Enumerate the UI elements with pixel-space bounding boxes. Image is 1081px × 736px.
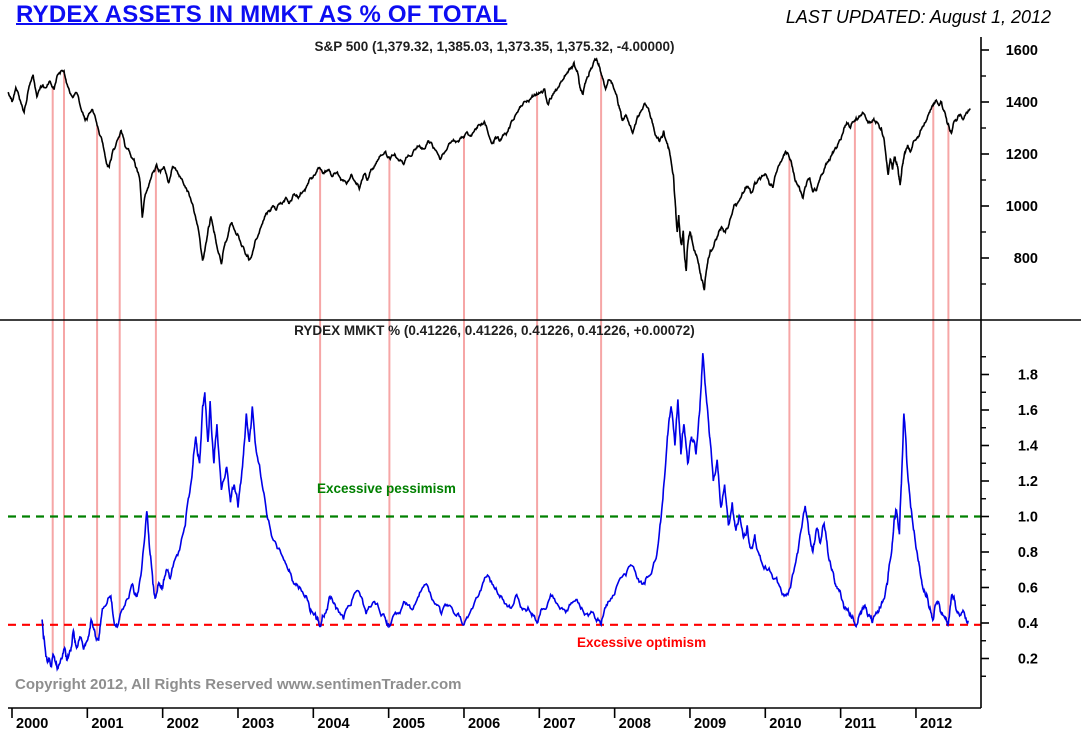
- y-tick-label: 1600: [1006, 43, 1038, 59]
- y-tick-label: 1.8: [1018, 368, 1038, 384]
- x-tick-label: 2001: [91, 716, 123, 732]
- copyright-notice: Copyright 2012, All Rights Reserved www.…: [15, 676, 462, 693]
- x-tick-label: 2005: [393, 716, 425, 732]
- x-tick-label: 2007: [543, 716, 575, 732]
- x-tick-label: 2002: [167, 716, 199, 732]
- y-tick-label: 0.6: [1018, 581, 1038, 597]
- y-tick-label: 1000: [1006, 199, 1038, 215]
- x-tick-label: 2000: [16, 716, 48, 732]
- x-tick-label: 2006: [468, 716, 500, 732]
- x-tick-label: 2010: [769, 716, 801, 732]
- y-tick-label: 1.6: [1018, 403, 1038, 419]
- y-tick-label: 1200: [1006, 147, 1038, 163]
- y-tick-label: 1.2: [1018, 474, 1038, 490]
- page-title[interactable]: RYDEX ASSETS IN MMKT AS % OF TOTAL: [16, 1, 508, 28]
- sp500-ohlc-label: S&P 500 (1,379.32, 1,385.03, 1,373.35, 1…: [314, 39, 675, 54]
- last-updated-label: LAST UPDATED: August 1, 2012: [785, 7, 1051, 27]
- y-tick-label: 1.0: [1018, 510, 1038, 526]
- y-tick-label: 0.8: [1018, 545, 1038, 561]
- y-tick-label: 1.4: [1018, 439, 1038, 455]
- x-tick-label: 2011: [845, 716, 876, 732]
- sp500-price-line: [7, 57, 971, 291]
- y-tick-label: 1400: [1006, 95, 1038, 111]
- y-tick-label: 0.4: [1018, 616, 1038, 632]
- rydex-mmkt-ohlc-label: RYDEX MMKT % (0.41226, 0.41226, 0.41226,…: [294, 323, 695, 338]
- excessive-optimism-annotation: Excessive optimism: [577, 635, 707, 650]
- x-tick-label: 2004: [317, 716, 349, 732]
- excessive-pessimism-annotation: Excessive pessimism: [317, 481, 456, 496]
- x-tick-label: 2012: [920, 716, 952, 732]
- x-tick-label: 2003: [242, 716, 274, 732]
- x-tick-label: 2009: [694, 716, 726, 732]
- y-tick-label: 0.2: [1018, 652, 1038, 668]
- rydex-mmkt-line: [41, 353, 969, 672]
- x-tick-label: 2008: [619, 716, 651, 732]
- y-tick-label: 800: [1014, 251, 1038, 267]
